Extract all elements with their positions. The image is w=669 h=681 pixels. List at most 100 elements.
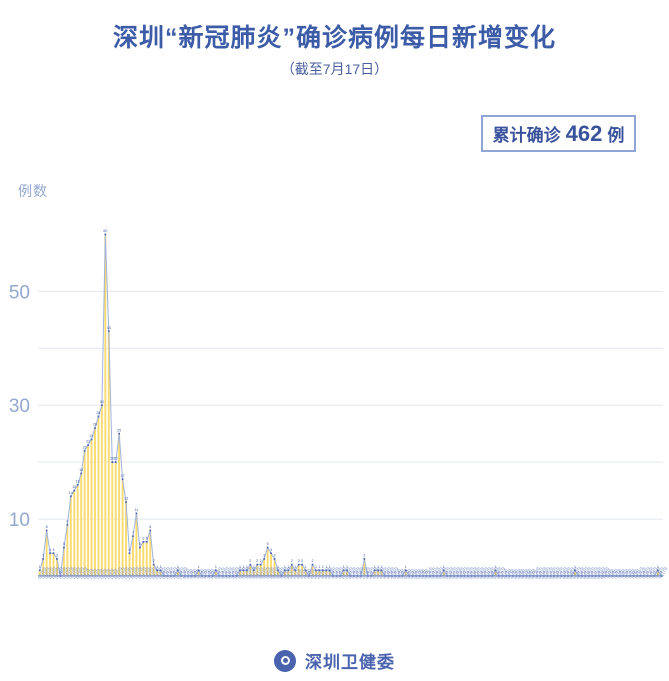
bar <box>97 416 100 576</box>
data-point-label: 0 <box>529 571 531 575</box>
data-point-marker <box>42 558 45 560</box>
bar <box>239 570 241 576</box>
data-point-marker <box>142 540 145 543</box>
x-axis-tick-label: 4月20日 <box>354 566 365 580</box>
data-point-label: 0 <box>470 571 472 575</box>
x-axis-tick-label: 2月26日 <box>167 566 178 580</box>
x-axis-tick-label: 3月31日 <box>285 566 296 580</box>
data-point-label: 0 <box>612 571 614 575</box>
bar <box>76 484 79 576</box>
data-point-label: 6 <box>142 536 144 540</box>
bar <box>318 570 321 576</box>
data-point-marker <box>104 233 107 236</box>
data-point-marker <box>315 569 317 572</box>
data-point-marker <box>574 569 576 572</box>
x-axis-tick-label: 4月6日 <box>306 568 316 580</box>
x-axis-tick-label: 4月22日 <box>361 566 372 580</box>
x-axis-tick-label: 5月12日 <box>430 566 441 580</box>
data-point-label: 0 <box>643 571 645 575</box>
x-axis-tick-label: 2月14日 <box>126 566 137 580</box>
x-axis-tick-label: 3月5日 <box>195 568 205 580</box>
data-point-label: 2 <box>301 559 303 563</box>
data-point-label: 2 <box>291 559 293 563</box>
data-point-label: 4 <box>49 548 51 552</box>
data-point-label: 0 <box>432 571 434 575</box>
x-axis-tick-label: 4月16日 <box>340 566 351 580</box>
x-axis-tick-label: 1月31日 <box>78 566 89 580</box>
footer-organization-label: 深圳卫健委 <box>305 653 395 672</box>
x-axis-tick-label: 5月22日 <box>464 566 475 580</box>
data-point-label: 0 <box>360 571 362 575</box>
x-axis-tick-label: 5月30日 <box>492 566 503 580</box>
bar <box>52 553 55 576</box>
data-point-label: 1 <box>239 565 241 569</box>
x-axis-tick-label: 5月2日 <box>395 568 405 580</box>
data-point-marker <box>270 552 272 555</box>
x-axis-tick-label: 5月5日 <box>406 568 416 580</box>
x-axis-tick-label: 3月12日 <box>219 566 230 580</box>
bar <box>104 234 107 577</box>
data-point-marker <box>284 569 286 572</box>
data-point-label: 0 <box>501 571 503 575</box>
data-point-marker <box>404 569 407 572</box>
x-axis-tick-label: 4月9日 <box>316 568 326 580</box>
x-axis-tick-label: 5月31日 <box>495 566 506 580</box>
data-point-marker <box>266 546 269 549</box>
bar <box>342 570 345 576</box>
data-point-label: 1 <box>329 565 331 569</box>
data-point-label: 0 <box>595 571 597 575</box>
data-point-marker <box>52 552 55 555</box>
data-point-label: 1 <box>374 565 376 569</box>
bar <box>263 558 266 576</box>
shenzhen-health-commission-logo-icon <box>274 649 296 672</box>
bar <box>311 564 314 576</box>
data-point-marker <box>66 523 69 526</box>
bar <box>145 541 148 576</box>
data-point-label: 1 <box>657 565 659 569</box>
data-point-label: 0 <box>484 571 486 575</box>
x-axis-tick-label: 2月19日 <box>143 566 154 580</box>
x-axis-tick-label: 3月7日 <box>202 568 212 580</box>
bar <box>363 558 366 576</box>
data-point-marker <box>290 563 293 566</box>
data-point-label: 0 <box>415 571 417 575</box>
x-axis-tick-label: 1月24日 <box>53 566 64 580</box>
data-point-label: 0 <box>166 571 168 575</box>
data-point-label: 0 <box>367 571 369 575</box>
x-axis-tick-label: 2月27日 <box>171 566 182 580</box>
data-point-marker <box>176 569 179 572</box>
data-point-label: 1 <box>322 565 324 569</box>
x-axis-tick-label: 7月16日 <box>654 566 665 580</box>
data-point-label: 0 <box>429 571 431 575</box>
data-point-label: 0 <box>201 571 203 575</box>
bar <box>128 553 131 576</box>
data-point-label: 3 <box>363 554 365 558</box>
bar <box>87 445 90 576</box>
chart-plot-area: 10 30 50 1 3 8 4 4 3 0 5 9 14 15 16 18 22 23 24 26 28 30 60 43 2… <box>0 205 669 595</box>
x-axis-tick-label: 2月2日 <box>85 568 95 580</box>
data-point-label: 0 <box>650 571 652 575</box>
x-axis-tick-label: 2月10日 <box>112 566 123 580</box>
x-axis-tick-label: 2月7日 <box>102 568 112 580</box>
x-axis-tick-label: 1月19日 <box>36 566 47 580</box>
x-axis-tick-label: 6月12日 <box>537 566 548 580</box>
data-point-marker <box>273 558 276 560</box>
x-axis-tick-label: 3月20日 <box>247 566 258 580</box>
data-point-label: 0 <box>163 571 165 575</box>
x-axis-tick-label: 6月16日 <box>551 566 562 580</box>
data-point-label: 0 <box>653 571 655 575</box>
x-axis-tick-label: 2月20日 <box>147 566 158 580</box>
x-axis-tick-label: 4月23日 <box>364 566 375 580</box>
data-point-marker <box>125 501 127 503</box>
data-point-label: 1 <box>405 565 407 569</box>
bar <box>656 570 659 576</box>
x-axis-tick-label: 4月21日 <box>357 566 368 580</box>
data-point-label: 1 <box>287 565 289 569</box>
data-point-marker <box>256 563 259 566</box>
bar <box>373 570 376 576</box>
data-point-label: 0 <box>481 571 483 575</box>
data-point-label: 1 <box>177 565 179 569</box>
bar <box>380 570 383 576</box>
bar <box>573 570 576 576</box>
